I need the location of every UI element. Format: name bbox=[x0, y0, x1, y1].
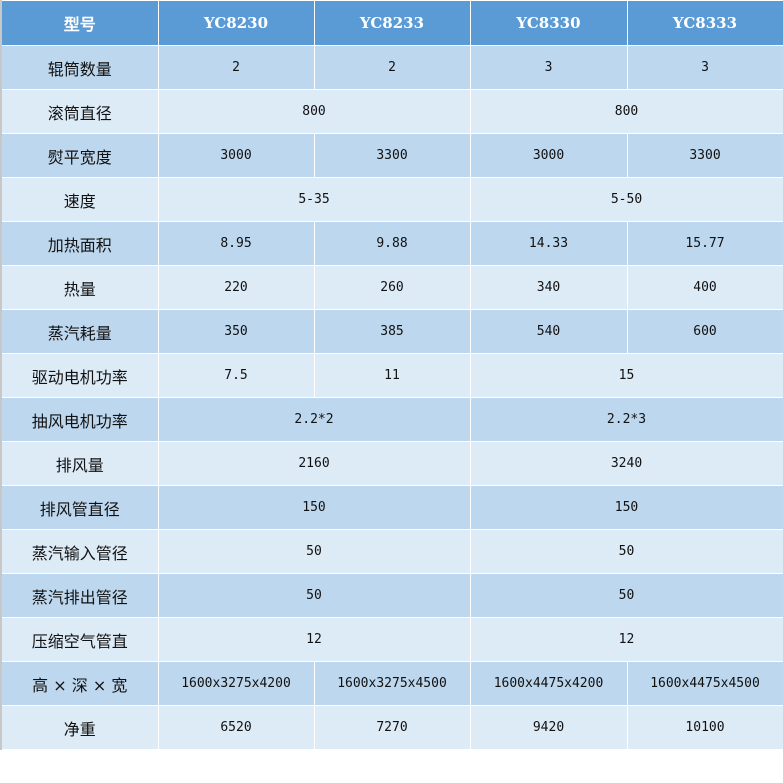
table-cell: 600 bbox=[626, 309, 783, 354]
table-row: 速度 5-35 5-50 bbox=[0, 177, 783, 222]
row-label: 蒸汽耗量 bbox=[0, 309, 159, 354]
row-label: 排风量 bbox=[0, 441, 159, 486]
table-cell: 8.95 bbox=[157, 221, 315, 266]
table-cell: 2.2*3 bbox=[469, 397, 783, 442]
table-cell: 3 bbox=[469, 45, 628, 90]
table-cell: 11 bbox=[313, 353, 471, 398]
table-row: 净重 6520 7270 9420 10100 bbox=[0, 705, 783, 750]
table-cell: 3000 bbox=[157, 133, 315, 178]
table-cell: 800 bbox=[157, 89, 471, 134]
table-cell: 800 bbox=[469, 89, 783, 134]
header-model: YC8233 bbox=[313, 0, 471, 46]
table-cell: 150 bbox=[157, 485, 471, 530]
row-label: 蒸汽排出管径 bbox=[0, 573, 159, 618]
table-cell: 10100 bbox=[626, 705, 783, 750]
table-cell: 3300 bbox=[313, 133, 471, 178]
table-cell: 6520 bbox=[157, 705, 315, 750]
row-label: 驱动电机功率 bbox=[0, 353, 159, 398]
header-model: YC8333 bbox=[626, 0, 783, 46]
row-label: 速度 bbox=[0, 177, 159, 222]
table-cell: 340 bbox=[469, 265, 628, 310]
table-row: 高 × 深 × 宽 1600x3275x4200 1600x3275x4500 160… bbox=[0, 661, 783, 706]
header-model: YC8330 bbox=[469, 0, 628, 46]
table-cell: 12 bbox=[157, 617, 471, 662]
table-cell: 1600x3275x4500 bbox=[313, 661, 471, 706]
row-label: 蒸汽输入管径 bbox=[0, 529, 159, 574]
row-label: 抽风电机功率 bbox=[0, 397, 159, 442]
table-cell: 3240 bbox=[469, 441, 783, 486]
table-cell: 50 bbox=[157, 573, 471, 618]
row-label: 净重 bbox=[0, 705, 159, 750]
table-cell: 5-35 bbox=[157, 177, 471, 222]
row-label: 热量 bbox=[0, 265, 159, 310]
header-model: YC8230 bbox=[157, 0, 315, 46]
table-cell: 15.77 bbox=[626, 221, 783, 266]
table-cell: 50 bbox=[469, 529, 783, 574]
table-cell: 7.5 bbox=[157, 353, 315, 398]
table-row: 蒸汽输入管径 50 50 bbox=[0, 529, 783, 574]
table-row: 压缩空气管直 12 12 bbox=[0, 617, 783, 662]
table-cell: 540 bbox=[469, 309, 628, 354]
table-row: 排风管直径 150 150 bbox=[0, 485, 783, 530]
row-label: 加热面积 bbox=[0, 221, 159, 266]
row-label: 辊筒数量 bbox=[0, 45, 159, 90]
table-cell: 350 bbox=[157, 309, 315, 354]
table-cell: 50 bbox=[157, 529, 471, 574]
table-cell: 9.88 bbox=[313, 221, 471, 266]
table-row: 辊筒数量 2 2 3 3 bbox=[0, 45, 783, 90]
row-label: 高 × 深 × 宽 bbox=[0, 661, 159, 706]
table-cell: 3300 bbox=[626, 133, 783, 178]
table-cell: 385 bbox=[313, 309, 471, 354]
table-row: 加热面积 8.95 9.88 14.33 15.77 bbox=[0, 221, 783, 266]
table-row: 滚筒直径 800 800 bbox=[0, 89, 783, 134]
table-cell: 1600x4475x4500 bbox=[626, 661, 783, 706]
table-row: 热量 220 260 340 400 bbox=[0, 265, 783, 310]
header-model-label: 型号 bbox=[0, 0, 159, 46]
table-cell: 220 bbox=[157, 265, 315, 310]
row-label: 排风管直径 bbox=[0, 485, 159, 530]
spec-body: 辊筒数量 2 2 3 3 滚筒直径 800 800 熨平宽度 3000 3300 3000 3300 速度… bbox=[0, 45, 783, 750]
table-row: 熨平宽度 3000 3300 3000 3300 bbox=[0, 133, 783, 178]
table-cell: 12 bbox=[469, 617, 783, 662]
table-cell: 2160 bbox=[157, 441, 471, 486]
table-cell: 400 bbox=[626, 265, 783, 310]
table-cell: 1600x4475x4200 bbox=[469, 661, 628, 706]
table-cell: 2 bbox=[313, 45, 471, 90]
row-label: 压缩空气管直 bbox=[0, 617, 159, 662]
row-label: 滚筒直径 bbox=[0, 89, 159, 134]
table-cell: 15 bbox=[469, 353, 783, 398]
table-cell: 260 bbox=[313, 265, 471, 310]
spec-table: 型号 YC8230 YC8233 YC8330 YC8333 辊筒数量 2 2 3 3 滚… bbox=[0, 0, 783, 750]
table-cell: 3 bbox=[626, 45, 783, 90]
table-cell: 2.2*2 bbox=[157, 397, 471, 442]
table-cell: 50 bbox=[469, 573, 783, 618]
table-cell: 150 bbox=[469, 485, 783, 530]
table-row: 抽风电机功率 2.2*2 2.2*3 bbox=[0, 397, 783, 442]
table-row: 蒸汽排出管径 50 50 bbox=[0, 573, 783, 618]
table-cell: 2 bbox=[157, 45, 315, 90]
table-row: 驱动电机功率 7.5 11 15 bbox=[0, 353, 783, 398]
table-cell: 14.33 bbox=[469, 221, 628, 266]
table-row: 蒸汽耗量 350 385 540 600 bbox=[0, 309, 783, 354]
table-cell: 9420 bbox=[469, 705, 628, 750]
table-cell: 5-50 bbox=[469, 177, 783, 222]
table-cell: 7270 bbox=[313, 705, 471, 750]
table-row: 排风量 2160 3240 bbox=[0, 441, 783, 486]
header-row: 型号 YC8230 YC8233 YC8330 YC8333 bbox=[0, 0, 783, 46]
table-cell: 1600x3275x4200 bbox=[157, 661, 315, 706]
table-cell: 3000 bbox=[469, 133, 628, 178]
row-label: 熨平宽度 bbox=[0, 133, 159, 178]
